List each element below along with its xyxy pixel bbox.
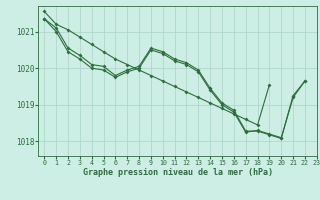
X-axis label: Graphe pression niveau de la mer (hPa): Graphe pression niveau de la mer (hPa) [83,168,273,177]
